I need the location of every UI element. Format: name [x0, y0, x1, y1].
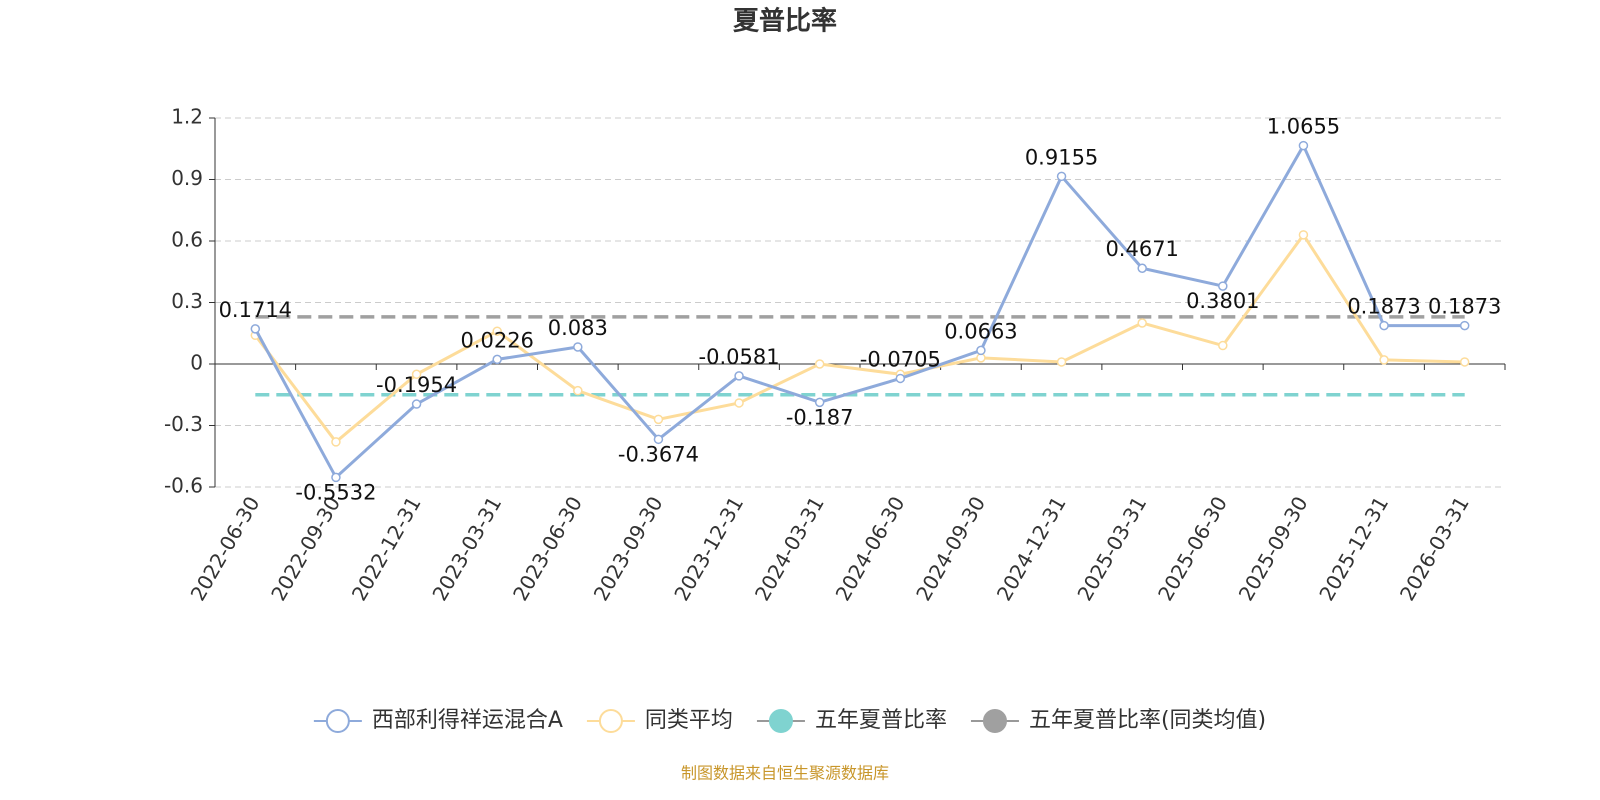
y-tick-label: -0.3	[164, 412, 203, 436]
data-label: 0.9155	[1025, 145, 1098, 169]
data-point	[1218, 281, 1228, 291]
x-tick-label: 2022-12-31	[347, 492, 426, 605]
x-tick-label: 2022-09-30	[266, 492, 345, 605]
legend-marker	[982, 709, 1007, 733]
legend-marker	[325, 709, 350, 733]
data-point	[1218, 340, 1228, 351]
data-point	[1137, 263, 1147, 273]
data-label: -0.0705	[860, 347, 941, 371]
data-point	[1298, 140, 1309, 151]
data-point	[1379, 355, 1389, 365]
data-point	[814, 359, 825, 369]
data-point	[734, 371, 744, 381]
data-point	[331, 437, 341, 447]
x-tick-label: 2024-09-30	[911, 492, 990, 605]
data-label: -0.0581	[699, 345, 780, 369]
x-tick-label: 2025-06-30	[1153, 492, 1232, 605]
data-point	[1298, 230, 1309, 240]
data-point	[1056, 171, 1067, 182]
data-point	[1137, 318, 1147, 328]
data-label: -0.3674	[618, 442, 699, 466]
data-point	[492, 354, 502, 365]
data-label: -0.1954	[376, 373, 457, 397]
series-line	[254, 232, 1465, 445]
data-label: 0.0663	[944, 319, 1017, 343]
data-point	[1459, 357, 1470, 367]
data-point	[653, 414, 664, 425]
data-label: 0.0226	[460, 328, 533, 352]
x-tick-label: 2023-06-30	[508, 492, 587, 605]
data-point	[976, 345, 986, 356]
data-label: 0.1873	[1428, 295, 1501, 319]
y-tick-label: -0.6	[164, 474, 203, 498]
data-point	[1459, 320, 1470, 331]
x-tick-label: 2024-12-31	[992, 492, 1071, 605]
y-tick-label: 0.6	[171, 228, 203, 252]
data-point	[250, 324, 261, 334]
x-tick-label: 2023-12-31	[669, 492, 748, 605]
x-tick-label: 2023-09-30	[589, 492, 668, 605]
series-line	[253, 142, 1465, 480]
data-point	[492, 326, 502, 336]
data-point	[573, 385, 583, 396]
legend-label: 五年夏普比率(同类均值)	[1029, 708, 1266, 733]
legend-marker	[768, 709, 793, 733]
y-tick-label: 0.3	[171, 289, 203, 313]
y-tick-label: 0.9	[171, 166, 203, 190]
data-point	[734, 398, 744, 408]
data-label: 0.1873	[1347, 295, 1420, 319]
x-tick-label: 2026-03-31	[1395, 492, 1474, 605]
x-tick-label: 2024-06-30	[831, 492, 910, 605]
legend-label: 五年夏普比率	[815, 708, 947, 733]
data-label: 0.3801	[1186, 289, 1259, 313]
data-point	[1379, 320, 1389, 331]
data-label: 0.1714	[219, 298, 292, 322]
x-tick-label: 2022-06-30	[186, 492, 265, 605]
data-label: -0.5532	[295, 480, 376, 504]
data-label: -0.187	[786, 405, 854, 429]
data-label: 0.4671	[1105, 237, 1178, 261]
x-tick-label: 2025-09-30	[1234, 492, 1313, 605]
data-point	[411, 369, 422, 379]
data-point	[331, 472, 341, 483]
source-note: 制图数据来自恒生聚源数据库	[681, 764, 889, 783]
data-point	[653, 434, 664, 445]
data-point	[411, 399, 422, 409]
data-point	[573, 342, 583, 352]
legend-label: 同类平均	[645, 708, 733, 733]
data-label: 1.0655	[1267, 115, 1340, 139]
x-tick-label: 2023-03-31	[427, 492, 506, 605]
data-label: 0.083	[548, 316, 608, 340]
x-tick-label: 2024-03-31	[750, 492, 829, 605]
y-tick-label: 1.2	[171, 105, 203, 129]
legend-marker	[598, 709, 623, 733]
legend-label: 西部利得祥运混合A	[372, 708, 563, 733]
data-point	[895, 373, 906, 384]
data-point	[1056, 357, 1067, 367]
x-tick-label: 2025-12-31	[1314, 492, 1393, 605]
legend: 西部利得祥运混合A 同类平均 五年夏普比率 五年夏普比率(同类均值)	[313, 708, 1266, 733]
chart-title: 夏普比率	[733, 6, 837, 37]
x-tick-label: 2025-03-31	[1072, 492, 1151, 605]
y-tick-label: 0	[190, 351, 203, 375]
data-point	[814, 397, 825, 408]
